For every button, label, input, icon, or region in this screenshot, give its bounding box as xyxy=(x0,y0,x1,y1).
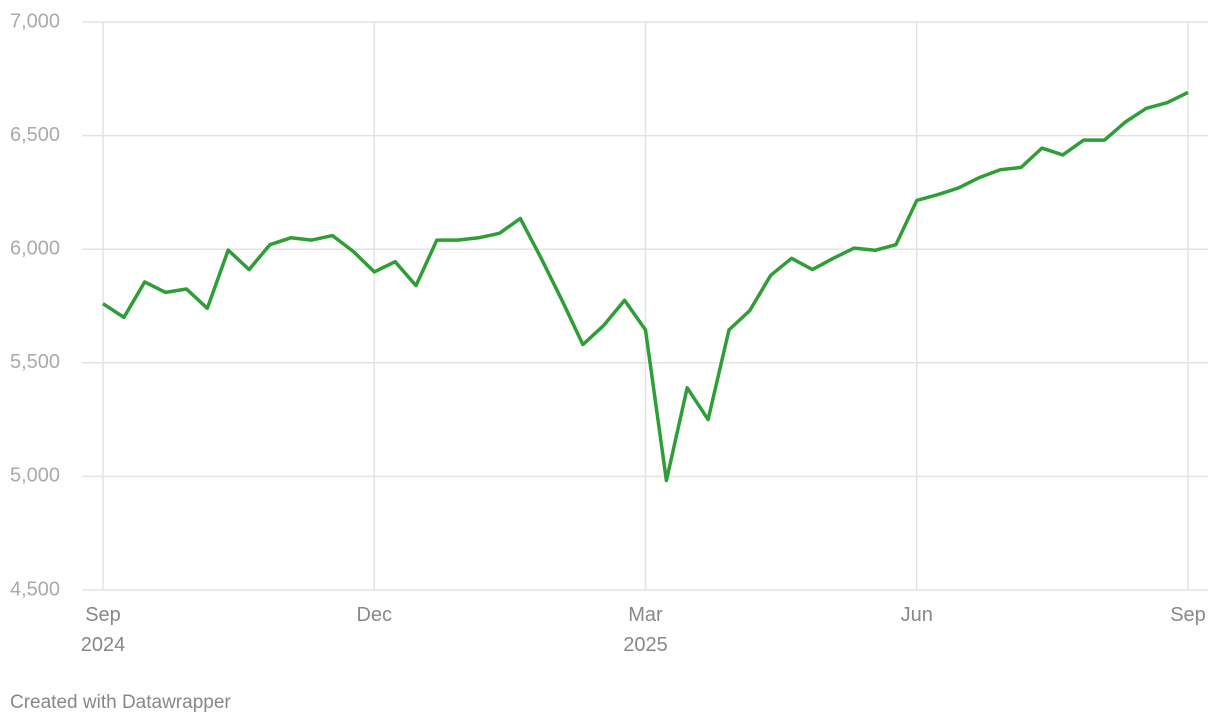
x-tick-label: Dec xyxy=(356,604,393,626)
x-tick-label: Sep 2024 xyxy=(80,604,126,656)
x-tick-label: Jun xyxy=(900,604,933,626)
y-tick-label: 6,000 xyxy=(10,237,60,259)
y-tick-label: 5,500 xyxy=(10,351,60,373)
line xyxy=(102,90,1189,483)
y-tick-label: 5,000 xyxy=(10,465,60,487)
footer: Created with Datawrapper xyxy=(10,692,231,713)
y-tick-label: 6,500 xyxy=(10,124,60,146)
x-tick-label: Mar 2025 xyxy=(623,604,668,656)
x-tick-label: Sep xyxy=(1170,604,1206,626)
y-tick-label: 7,000 xyxy=(10,10,60,32)
y-tick-label: 4,500 xyxy=(10,578,60,600)
